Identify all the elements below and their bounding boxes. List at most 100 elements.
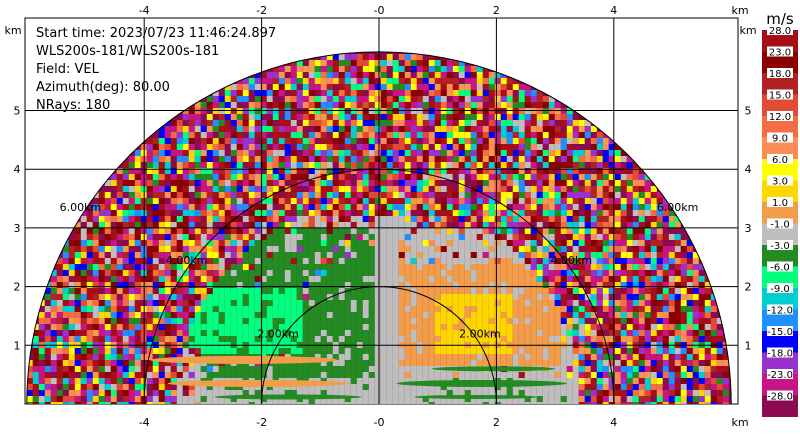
field-cell <box>302 222 309 228</box>
field-cell <box>422 318 429 324</box>
field-cell <box>650 222 657 228</box>
field-cell <box>272 300 279 306</box>
field-cell <box>500 312 507 318</box>
field-cell <box>284 312 291 318</box>
field-cell <box>212 126 219 132</box>
field-cell <box>230 312 237 318</box>
field-cell <box>458 168 465 174</box>
field-cell <box>464 258 471 264</box>
field-cell <box>554 186 561 192</box>
field-cell <box>116 294 123 300</box>
field-cell <box>206 366 213 372</box>
field-cell <box>272 276 279 282</box>
field-cell <box>410 84 417 90</box>
field-cell <box>482 168 489 174</box>
field-cell <box>332 96 339 102</box>
field-cell <box>584 144 591 150</box>
field-cell <box>302 366 309 372</box>
field-cell <box>236 204 243 210</box>
field-cell <box>368 306 375 312</box>
field-cell <box>560 216 567 222</box>
field-cell <box>110 246 117 252</box>
field-cell <box>668 348 675 354</box>
field-cell <box>374 300 381 306</box>
field-cell <box>332 252 339 258</box>
field-cell <box>686 300 693 306</box>
field-cell <box>416 294 423 300</box>
field-cell <box>608 360 615 366</box>
field-cell <box>584 240 591 246</box>
field-cell <box>350 294 357 300</box>
field-cell <box>548 198 555 204</box>
field-cell <box>50 288 57 294</box>
field-cell <box>482 246 489 252</box>
field-cell <box>398 306 405 312</box>
field-cell <box>356 258 363 264</box>
field-cell <box>254 222 261 228</box>
field-cell <box>410 252 417 258</box>
field-cell <box>86 300 93 306</box>
field-cell <box>242 168 249 174</box>
field-cell <box>260 144 267 150</box>
field-cell <box>422 222 429 228</box>
field-cell <box>482 216 489 222</box>
field-cell <box>500 126 507 132</box>
field-cell <box>50 270 57 276</box>
field-cell <box>344 264 351 270</box>
field-cell <box>536 258 543 264</box>
field-cell <box>626 318 633 324</box>
field-cell <box>194 270 201 276</box>
field-cell <box>356 240 363 246</box>
field-cell <box>452 162 459 168</box>
field-cell <box>572 168 579 174</box>
field-cell <box>680 288 687 294</box>
field-cell <box>320 306 327 312</box>
field-cell <box>578 294 585 300</box>
field-cell <box>206 228 213 234</box>
field-cell <box>422 198 429 204</box>
field-cell <box>476 360 483 366</box>
field-cell <box>128 378 135 384</box>
field-cell <box>302 90 309 96</box>
field-cell <box>254 228 261 234</box>
field-cell <box>242 240 249 246</box>
field-cell <box>710 354 717 360</box>
field-cell <box>620 372 627 378</box>
field-cell <box>422 204 429 210</box>
field-cell <box>218 162 225 168</box>
field-cell <box>68 300 75 306</box>
field-cell <box>164 276 171 282</box>
field-cell <box>668 276 675 282</box>
field-cell <box>386 180 393 186</box>
field-cell <box>530 234 537 240</box>
field-cell <box>332 90 339 96</box>
field-cell <box>500 288 507 294</box>
field-cell <box>338 324 345 330</box>
field-cell <box>548 330 555 336</box>
field-cell <box>398 114 405 120</box>
field-cell <box>200 228 207 234</box>
field-cell <box>170 348 177 354</box>
field-cell <box>620 150 627 156</box>
field-cell <box>404 102 411 108</box>
field-cell <box>674 306 681 312</box>
field-cell <box>320 282 327 288</box>
field-cell <box>272 312 279 318</box>
field-cell <box>218 126 225 132</box>
field-cell <box>422 336 429 342</box>
field-cell <box>542 228 549 234</box>
field-cell <box>386 162 393 168</box>
field-cell <box>626 276 633 282</box>
field-cell <box>326 336 333 342</box>
field-cell <box>572 300 579 306</box>
field-cell <box>464 246 471 252</box>
field-cell <box>464 138 471 144</box>
field-cell <box>218 372 225 378</box>
field-cell <box>632 240 639 246</box>
field-cell <box>572 216 579 222</box>
field-cell <box>224 294 231 300</box>
field-cell <box>572 366 579 372</box>
field-cell <box>212 294 219 300</box>
field-cell <box>254 120 261 126</box>
field-cell <box>452 294 459 300</box>
